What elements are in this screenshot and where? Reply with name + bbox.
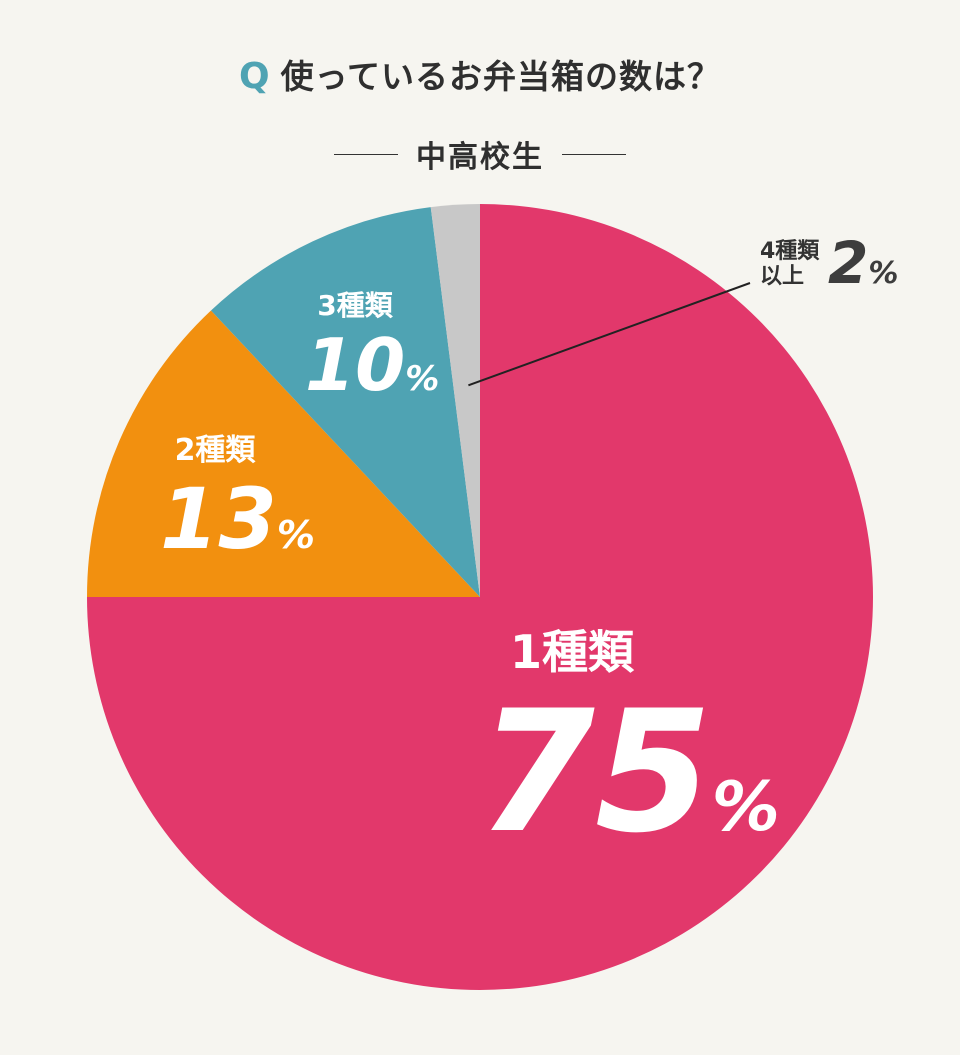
slice-label-1: 1種類: [510, 625, 635, 679]
subtitle-rule-left: [334, 153, 398, 155]
question-text: 使っているお弁当箱の数は？: [280, 57, 721, 96]
pie-slice-2: [87, 310, 480, 597]
pie-slices: [87, 204, 873, 990]
slice-label-4-line2: 以上: [760, 264, 804, 289]
slice-label-4-line1: 4種類: [760, 239, 820, 264]
slice-value-1-unit: %: [712, 768, 780, 847]
chart-title: Q 使っているお弁当箱の数は？: [0, 50, 960, 98]
slice-value-2-number: 13: [160, 470, 277, 568]
slice-value-4-unit: %: [868, 256, 898, 291]
subtitle-rule-right: [562, 153, 626, 155]
slice-value-3-number: 10: [305, 323, 405, 407]
slice-label-2: 2種類: [175, 433, 257, 468]
leader-line-4plus: [468, 282, 751, 387]
slice-value-3: 10%: [305, 323, 439, 407]
chart-subtitle: 中高校生: [416, 140, 544, 175]
q-mark: Q: [239, 56, 271, 97]
slice-value-1: 75%: [478, 674, 780, 870]
slice-value-3-unit: %: [405, 359, 439, 399]
pie-slice-4plus: [430, 204, 480, 597]
slice-value-4-number: 2: [828, 229, 868, 297]
slice-value-1-number: 75: [478, 674, 712, 870]
slice-value-2-unit: %: [277, 513, 315, 557]
pie-slice-3: [210, 207, 480, 597]
slice-value-4: 2%: [828, 229, 898, 297]
slice-label-3: 3種類: [317, 289, 393, 322]
slice-value-2: 13%: [160, 470, 315, 568]
subtitle-row: 中高校生: [0, 132, 960, 176]
